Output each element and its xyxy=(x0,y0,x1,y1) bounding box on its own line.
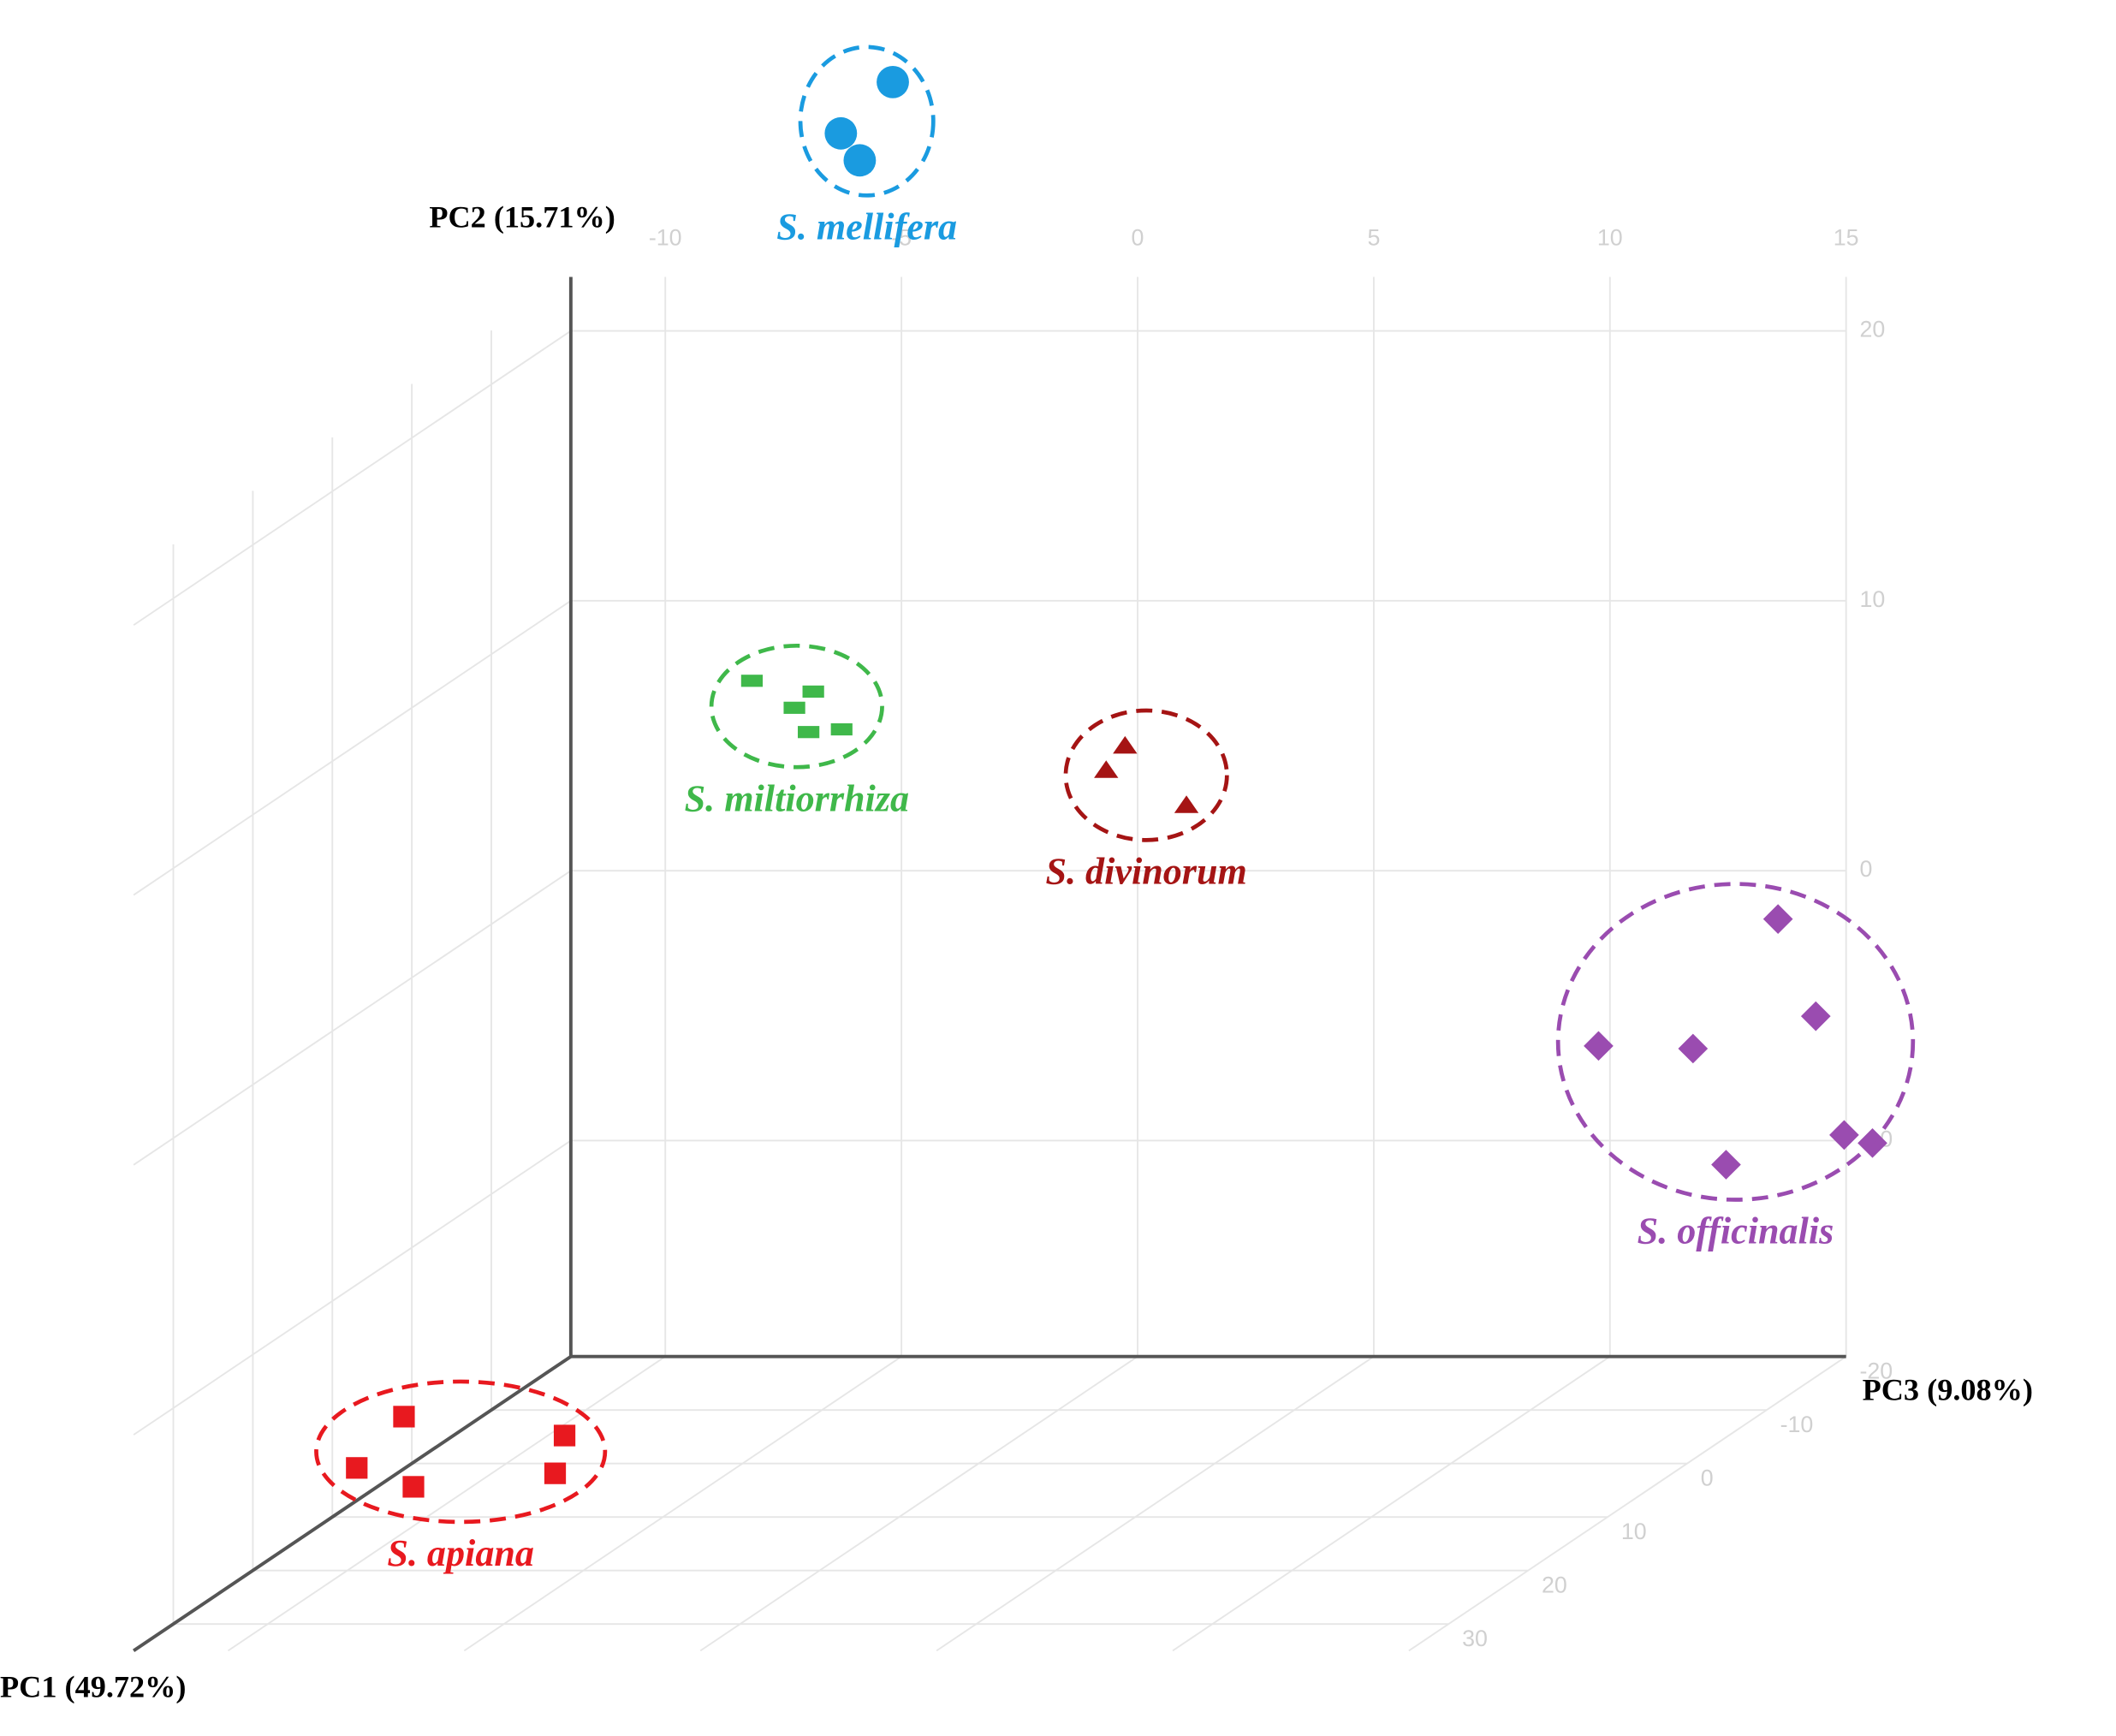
z-tick-label: 30 xyxy=(1462,1626,1488,1651)
group-label: S. mellifera xyxy=(776,205,957,247)
grid-line xyxy=(936,1355,1375,1652)
grid-line xyxy=(133,600,572,896)
y-axis-title: PC2 (15.71%) xyxy=(429,200,615,235)
grid-line xyxy=(699,1355,1138,1652)
point xyxy=(402,1476,425,1498)
x-tick-label: 10 xyxy=(1597,224,1623,250)
x-tick-label: -10 xyxy=(649,224,682,250)
grid-line xyxy=(133,330,572,627)
group-label: S. divinorum xyxy=(1045,850,1246,892)
cluster-outline xyxy=(1555,882,1916,1202)
point xyxy=(1829,1120,1859,1150)
point xyxy=(1711,1150,1741,1180)
x-tick-label: 5 xyxy=(1367,224,1380,250)
point xyxy=(1584,1031,1614,1061)
grid-line xyxy=(227,1355,666,1652)
x-tick-label: 15 xyxy=(1834,224,1859,250)
grid xyxy=(133,276,1847,1652)
cluster-outline xyxy=(709,643,884,770)
point xyxy=(346,1457,368,1479)
point xyxy=(783,701,805,714)
z-tick-label: -10 xyxy=(1780,1412,1814,1437)
point xyxy=(1174,795,1199,813)
group-label: S. miltiorrhiza xyxy=(685,777,909,819)
point xyxy=(877,65,909,98)
grid-line xyxy=(133,1139,572,1436)
cluster-outline xyxy=(798,45,936,198)
z-axis xyxy=(132,1355,572,1653)
grid-line xyxy=(463,1355,902,1652)
cluster-outline xyxy=(314,1379,608,1525)
point xyxy=(1678,1033,1709,1064)
y-tick-label: 0 xyxy=(1859,856,1872,882)
x-tick-label: 0 xyxy=(1132,224,1144,250)
y-tick-label: 20 xyxy=(1859,317,1885,342)
x-tick-label: -5 xyxy=(891,224,912,250)
point xyxy=(798,726,820,739)
point xyxy=(843,144,877,177)
group-label: S. officinalis xyxy=(1638,1210,1834,1252)
point xyxy=(740,675,764,687)
point xyxy=(553,1424,576,1447)
z-tick-label: 10 xyxy=(1621,1519,1647,1544)
point xyxy=(802,685,824,698)
x-axis-title: PC3 (9.08%) xyxy=(1863,1373,2033,1407)
point xyxy=(544,1462,567,1484)
point xyxy=(1762,904,1793,934)
y-tick-label: 10 xyxy=(1859,586,1885,612)
point xyxy=(1800,1001,1831,1031)
z-tick-label: 0 xyxy=(1701,1465,1714,1491)
point xyxy=(824,116,858,150)
grid-line xyxy=(133,870,572,1166)
z-tick-label: 20 xyxy=(1542,1573,1567,1598)
point xyxy=(830,722,853,736)
group-label: S. apiana xyxy=(387,1532,534,1574)
z-axis-title: PC1 (49.72%) xyxy=(0,1669,186,1703)
grid-line xyxy=(1408,1355,1847,1652)
cluster-outline xyxy=(1063,708,1229,842)
point xyxy=(393,1406,415,1428)
point xyxy=(1094,760,1119,778)
point xyxy=(1113,735,1138,754)
grid-line xyxy=(1172,1355,1611,1652)
z-tick-label: -20 xyxy=(1859,1358,1893,1384)
